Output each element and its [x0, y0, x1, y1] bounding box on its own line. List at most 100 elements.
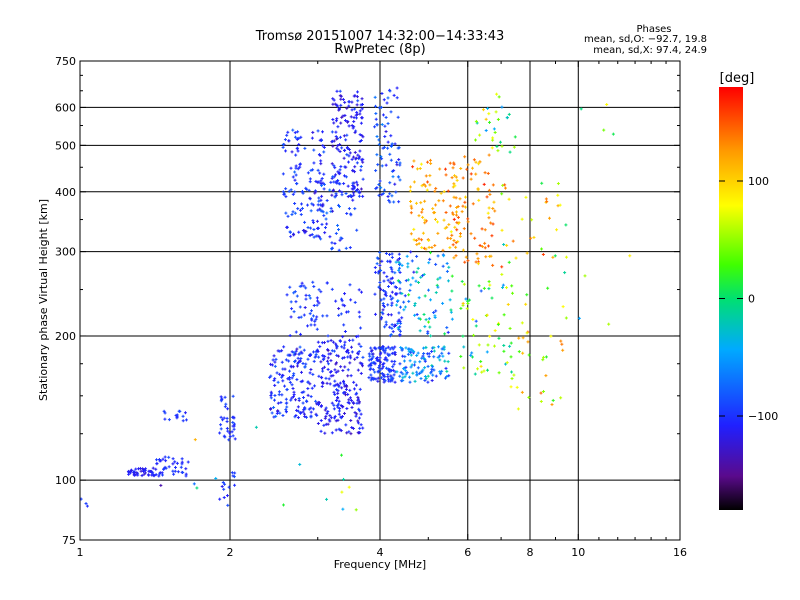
data-point: [419, 370, 423, 374]
data-point: [337, 427, 341, 431]
data-point: [334, 173, 338, 177]
data-point: [294, 300, 298, 304]
data-point: [286, 377, 290, 381]
data-point: [172, 472, 176, 476]
data-point: [219, 423, 223, 427]
data-point: [288, 376, 292, 380]
data-point: [273, 364, 277, 368]
data-point: [387, 368, 391, 372]
data-point: [300, 202, 304, 206]
data-point: [319, 162, 323, 166]
data-point: [480, 245, 484, 249]
data-point: [175, 416, 179, 420]
data-point: [293, 131, 297, 135]
data-point: [377, 183, 381, 187]
data-point: [340, 386, 344, 390]
data-point: [463, 155, 467, 159]
data-point: [317, 235, 321, 239]
data-point: [426, 364, 430, 368]
data-point: [389, 377, 393, 381]
data-point: [473, 236, 477, 240]
data-point: [484, 255, 488, 259]
data-point: [337, 402, 341, 406]
data-point: [281, 414, 285, 418]
data-point: [342, 156, 346, 160]
data-point: [432, 368, 436, 372]
data-point: [442, 218, 446, 222]
data-point: [332, 98, 336, 102]
data-point: [320, 376, 324, 380]
data-point: [311, 407, 315, 411]
data-point: [454, 241, 458, 245]
data-point: [386, 278, 390, 282]
data-point: [347, 398, 351, 402]
data-point: [232, 427, 236, 431]
data-point: [397, 311, 401, 315]
data-point: [381, 289, 385, 293]
data-point: [325, 222, 329, 226]
data-point: [432, 346, 436, 350]
data-point: [339, 236, 343, 240]
data-point: [309, 410, 313, 414]
data-point: [353, 207, 357, 211]
data-point: [291, 210, 295, 214]
data-point: [353, 411, 357, 415]
data-point: [454, 213, 458, 217]
data-point: [294, 398, 298, 402]
data-point: [284, 410, 288, 414]
data-point: [272, 354, 276, 358]
data-point: [136, 467, 140, 471]
data-point: [332, 384, 336, 388]
data-point: [151, 466, 155, 470]
data-point: [415, 167, 419, 171]
data-point: [149, 470, 153, 474]
data-point: [379, 155, 383, 159]
data-point: [308, 296, 312, 300]
data-point: [423, 378, 427, 382]
data-point: [315, 219, 319, 223]
data-point: [396, 115, 400, 119]
data-point: [319, 198, 323, 202]
data-point: [412, 238, 416, 242]
data-point: [281, 145, 285, 149]
data-point: [371, 376, 375, 380]
data-point: [329, 359, 333, 363]
data-point: [343, 304, 347, 308]
data-point: [436, 231, 440, 235]
data-point: [272, 378, 276, 382]
data-point: [390, 351, 394, 355]
data-point: [321, 369, 325, 373]
data-point: [383, 145, 387, 149]
data-point: [335, 89, 339, 93]
data-point: [410, 259, 414, 263]
data-point: [345, 212, 349, 216]
data-point: [391, 175, 395, 179]
data-point: [360, 158, 364, 162]
data-point: [388, 260, 392, 264]
data-point: [340, 356, 344, 360]
data-point: [416, 366, 420, 370]
data-point: [487, 188, 491, 192]
data-point: [419, 275, 423, 279]
data-point: [423, 218, 427, 222]
data-point: [456, 205, 460, 209]
data-point: [382, 349, 386, 353]
data-point: [342, 174, 346, 178]
data-point: [386, 146, 390, 150]
data-point: [445, 269, 449, 273]
data-point: [284, 187, 288, 191]
data-point: [331, 189, 335, 193]
data-point: [419, 377, 423, 381]
data-point: [337, 399, 341, 403]
data-point: [485, 195, 489, 199]
data-point: [230, 430, 234, 434]
data-point: [295, 182, 299, 186]
data-point: [346, 348, 350, 352]
data-point: [395, 86, 399, 90]
data-point: [423, 366, 427, 370]
data-point: [317, 180, 321, 184]
data-point: [427, 352, 431, 356]
data-point: [225, 494, 229, 498]
data-point: [278, 372, 282, 376]
data-point: [127, 470, 131, 474]
